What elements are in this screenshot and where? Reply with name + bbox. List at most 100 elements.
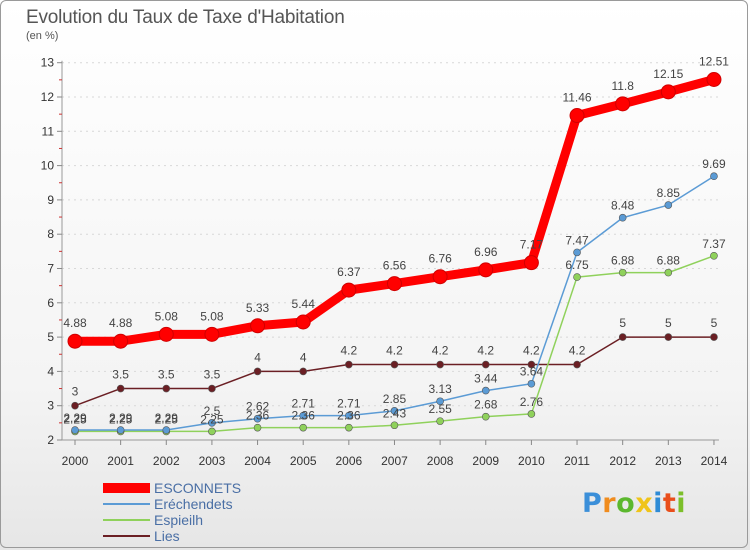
data-label: 2.76 <box>520 395 544 409</box>
data-label: 2.36 <box>246 409 270 423</box>
data-label: 7.47 <box>565 233 589 247</box>
data-point <box>478 262 494 278</box>
data-point <box>523 255 539 271</box>
data-label: 4.88 <box>63 316 87 330</box>
data-label: 4.88 <box>109 316 133 330</box>
y-tick-label: 9 <box>47 193 54 207</box>
x-tick-label: 2009 <box>472 454 499 468</box>
data-point <box>615 96 631 112</box>
data-label: 5.44 <box>292 297 316 311</box>
data-label: 6.75 <box>565 258 589 272</box>
data-label: 2.25 <box>155 412 179 426</box>
x-tick-label: 2002 <box>153 454 180 468</box>
y-tick-label: 13 <box>41 56 55 70</box>
data-point <box>664 333 673 341</box>
data-point <box>162 426 171 434</box>
data-label: 7.17 <box>520 238 544 252</box>
data-point <box>573 273 581 281</box>
x-tick-label: 2003 <box>199 454 226 468</box>
data-label: 4 <box>254 350 261 364</box>
data-point <box>436 360 444 369</box>
data-label: 2.29 <box>155 411 179 425</box>
x-tick-label: 2013 <box>655 454 682 468</box>
data-label: 2.43 <box>383 406 407 420</box>
data-label: 11.8 <box>611 79 634 93</box>
data-point <box>660 84 676 100</box>
data-label: 11.46 <box>562 91 591 105</box>
y-tick-label: 5 <box>47 330 54 344</box>
data-point <box>158 326 174 342</box>
data-point <box>162 384 171 393</box>
x-tick-label: 2012 <box>609 454 636 468</box>
data-label: 3.64 <box>520 365 544 379</box>
data-point <box>390 360 399 369</box>
data-label: 4.2 <box>386 344 403 358</box>
data-label: 3 <box>72 385 79 399</box>
x-tick-label: 2010 <box>518 454 545 468</box>
chart-unit: (en %) <box>26 30 59 42</box>
data-point <box>253 423 262 432</box>
data-point <box>436 417 444 425</box>
data-label: 6.56 <box>383 259 407 273</box>
data-label: 9.69 <box>702 157 726 171</box>
data-point <box>527 410 536 418</box>
x-tick-label: 2004 <box>244 454 271 468</box>
data-point <box>618 213 627 222</box>
data-point <box>618 268 627 277</box>
data-label: 12.15 <box>653 67 683 81</box>
data-label: 2.29 <box>109 411 133 425</box>
data-point <box>664 268 673 277</box>
data-point <box>527 360 536 369</box>
data-label: 7.37 <box>702 237 726 251</box>
y-tick-label: 12 <box>41 90 55 104</box>
y-tick-label: 6 <box>47 296 54 310</box>
data-label: 6.96 <box>474 245 498 259</box>
data-point <box>390 421 399 430</box>
data-label: 12.51 <box>699 55 729 69</box>
chart-title: Evolution du Taux de Taxe d'Habitation <box>26 7 345 28</box>
data-label: 5 <box>711 316 718 330</box>
data-label: 4.2 <box>523 344 540 358</box>
data-point <box>710 172 718 181</box>
data-point <box>386 276 402 292</box>
data-label: 2.71 <box>292 397 316 411</box>
data-label: 5.33 <box>246 301 270 315</box>
x-tick-label: 2011 <box>564 454 590 468</box>
data-point <box>436 397 444 406</box>
data-label: 4.2 <box>569 344 586 358</box>
logo-letter: i <box>676 488 687 519</box>
proxiti-logo: Proxiti <box>582 488 686 519</box>
data-point <box>481 386 490 395</box>
data-point <box>664 201 673 209</box>
x-tick-label: 2007 <box>381 454 408 468</box>
data-label: 6.37 <box>337 265 361 279</box>
x-tick-label: 2006 <box>335 454 362 468</box>
logo-letter: r <box>602 488 617 519</box>
data-label: 4.2 <box>340 344 357 358</box>
legend-label: Eréchendets <box>154 496 233 512</box>
y-tick-label: 3 <box>47 399 54 413</box>
data-label: 2.25 <box>63 412 87 426</box>
y-tick-label: 8 <box>47 227 54 241</box>
data-label: 6.76 <box>428 252 452 266</box>
logo-letter: P <box>582 488 603 519</box>
data-point <box>250 318 266 334</box>
y-tick-label: 11 <box>42 124 55 138</box>
data-point <box>573 360 581 369</box>
data-label: 3.13 <box>428 382 452 396</box>
data-label: 5 <box>665 316 672 330</box>
data-point <box>71 426 79 434</box>
data-label: 6.88 <box>611 254 635 268</box>
data-point <box>527 379 536 388</box>
data-label: 5 <box>619 316 626 330</box>
data-point <box>116 384 125 393</box>
data-label: 2.55 <box>428 402 452 416</box>
x-tick-label: 2005 <box>290 454 317 468</box>
data-label: 2.36 <box>292 409 316 423</box>
data-point <box>204 326 220 342</box>
data-point <box>253 367 262 376</box>
data-point <box>710 333 718 341</box>
data-point <box>341 282 357 298</box>
